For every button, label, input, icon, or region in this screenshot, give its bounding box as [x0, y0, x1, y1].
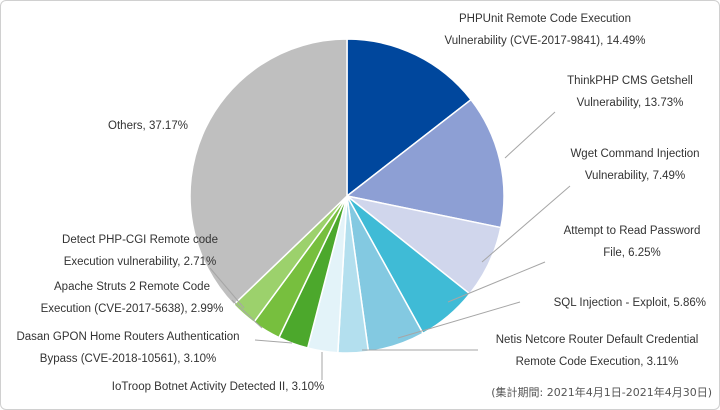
slice-label-line: Others, 37.17% [108, 120, 188, 132]
slice-label: ThinkPHP CMS Getshell Vulnerability, 13.7… [567, 75, 693, 109]
slice-label-line: PHPUnit Remote Code Execution [459, 13, 631, 25]
slice-label-line: IoTroop Botnet Activity Detected II, 3.1… [112, 381, 324, 393]
slice-label: Apache Struts 2 Remote Code Execution (CV… [41, 281, 224, 315]
slice-label-line: File, 6.25% [603, 247, 661, 259]
slice-label-line: Detect PHP-CGI Remote code [62, 234, 218, 246]
leader-line [447, 261, 546, 303]
slice-label-line: SQL Injection - Exploit, 5.86% [554, 297, 706, 309]
slice-label-line: ThinkPHP CMS Getshell [567, 75, 693, 87]
slice-label-line: Netis Netcore Router Default Credential [496, 334, 699, 346]
leader-lines [209, 111, 571, 380]
slice-label-line: Execution vulnerability, 2.71% [64, 256, 217, 268]
slice-labels: PHPUnit Remote Code Execution Vulnerabili… [16, 13, 706, 393]
pie-slice [346, 38, 473, 198]
slice-label: Others, 37.17% [108, 120, 188, 132]
leader-line [254, 339, 293, 344]
slice-label-line: Vulnerability, 13.73% [577, 97, 684, 109]
slice-label: Dasan GPON Home Routers Authentication By… [16, 331, 239, 365]
leader-line [504, 111, 556, 159]
slice-label: Wget Command Injection Vulnerability, 7.4… [570, 148, 699, 182]
leader-line [209, 267, 245, 309]
period-note: (集計期間: 2021年4月1日-2021年4月30日) [491, 385, 712, 399]
slice-label-line: Attempt to Read Password [564, 225, 701, 237]
slice-label-line: Remote Code Execution, 3.11% [516, 356, 679, 368]
slice-label-line: Vulnerability (CVE-2017-9841), 14.49% [445, 35, 646, 47]
slice-label: PHPUnit Remote Code Execution Vulnerabili… [445, 13, 646, 47]
slice-label-line: Wget Command Injection [570, 148, 699, 160]
slice-label: SQL Injection - Exploit, 5.86% [554, 297, 706, 309]
pie-slices [189, 38, 505, 354]
slice-label: IoTroop Botnet Activity Detected II, 3.1… [112, 381, 324, 393]
leader-line [481, 185, 571, 263]
slice-label-line: Dasan GPON Home Routers Authentication [16, 331, 239, 343]
leader-line [397, 301, 521, 339]
slice-label: Detect PHP-CGI Remote code Execution vuln… [62, 234, 218, 268]
slice-label-line: Vulnerability, 7.49% [585, 170, 685, 182]
leader-line [231, 299, 263, 329]
slice-label-line: Execution (CVE-2017-5638), 2.99% [41, 303, 224, 315]
pie-slice [189, 38, 348, 306]
slice-label-line: Apache Struts 2 Remote Code [54, 281, 210, 293]
slice-label: Attempt to Read Password File, 6.25% [564, 225, 701, 259]
pie-slice [345, 98, 505, 229]
slice-label-line: Bypass (CVE-2018-10561), 3.10% [40, 353, 216, 365]
slice-label: Netis Netcore Router Default Credential R… [496, 334, 699, 368]
